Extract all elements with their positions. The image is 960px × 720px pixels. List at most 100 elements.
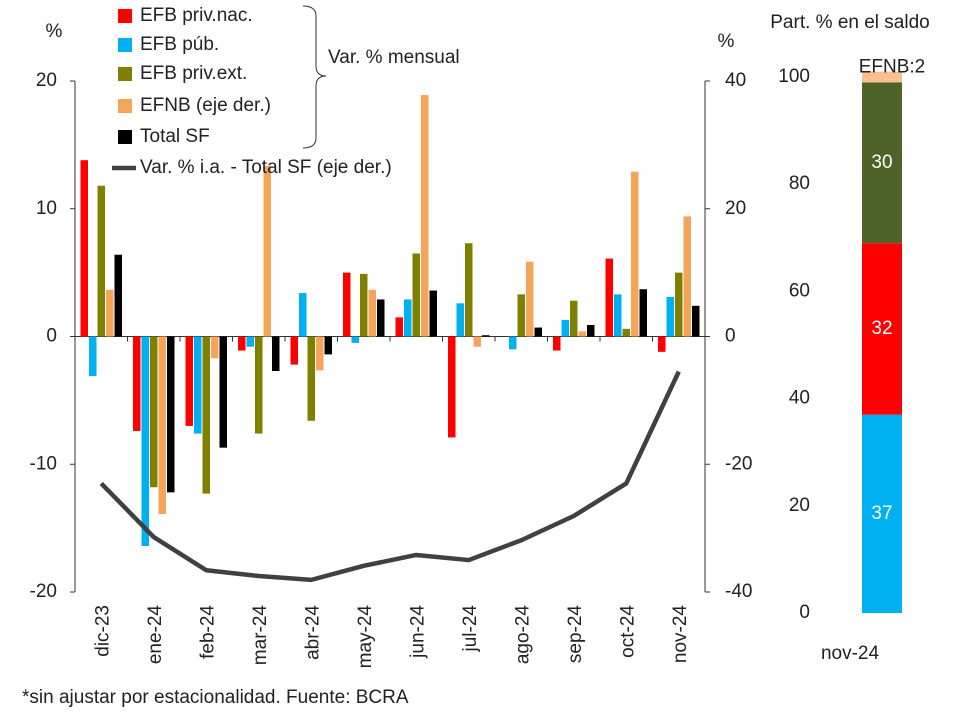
x-tick-label: may-24 bbox=[355, 605, 376, 669]
value-label: 37 bbox=[871, 503, 892, 524]
bar bbox=[263, 165, 271, 337]
x-tick-label: nov-24 bbox=[670, 605, 691, 664]
bar bbox=[106, 289, 114, 337]
bar bbox=[404, 299, 412, 337]
y-tick-label: -10 bbox=[30, 453, 57, 474]
value-label: 30 bbox=[871, 152, 892, 173]
x-tick-label: abr-24 bbox=[302, 605, 323, 660]
y2-tick-label: 0 bbox=[725, 326, 736, 347]
footnote: *sin ajustar por estacionalidad. Fuente:… bbox=[22, 687, 409, 708]
legend-marker bbox=[118, 99, 132, 113]
bar bbox=[465, 243, 473, 337]
y2-tick-label: -20 bbox=[725, 453, 752, 474]
bar bbox=[246, 336, 254, 347]
bar bbox=[517, 294, 525, 337]
bar bbox=[360, 273, 368, 337]
bar bbox=[272, 336, 280, 371]
bar bbox=[473, 336, 481, 347]
legend-label: Var. % i.a. - Total SF (eje der.) bbox=[140, 157, 392, 178]
legend-marker bbox=[118, 9, 132, 23]
x-tick-label: ago-24 bbox=[512, 605, 533, 665]
line bbox=[99, 370, 681, 583]
bar-segment bbox=[862, 82, 902, 244]
bar bbox=[219, 336, 227, 448]
y-tick-label: -20 bbox=[30, 581, 57, 602]
bar bbox=[639, 289, 647, 337]
legend-marker bbox=[118, 130, 132, 144]
bar bbox=[114, 254, 122, 337]
bar bbox=[570, 300, 578, 337]
bar bbox=[526, 261, 534, 337]
bar bbox=[238, 336, 246, 351]
bar bbox=[290, 336, 298, 365]
bar bbox=[509, 336, 517, 350]
legend-label: EFB priv.ext. bbox=[140, 63, 247, 84]
bar bbox=[448, 336, 456, 438]
bar bbox=[343, 272, 351, 337]
legend-marker bbox=[118, 67, 132, 81]
bar bbox=[185, 336, 193, 426]
legend-label: EFB priv.nac. bbox=[140, 5, 253, 26]
x-tick-label: nov-24 bbox=[821, 643, 880, 664]
value-label: EFNB:2 bbox=[859, 57, 926, 78]
bar bbox=[316, 336, 324, 371]
bar bbox=[150, 336, 158, 488]
bar bbox=[255, 336, 263, 434]
value-label: 32 bbox=[871, 318, 892, 339]
bar bbox=[351, 336, 359, 343]
bar bbox=[587, 325, 595, 337]
bar bbox=[167, 336, 175, 493]
y-tick-label: 0 bbox=[799, 602, 810, 623]
bar bbox=[421, 95, 429, 337]
bar-segment bbox=[862, 243, 902, 415]
bar bbox=[211, 336, 219, 359]
bar bbox=[456, 303, 464, 337]
x-tick-label: jun-24 bbox=[407, 605, 428, 659]
legend-label: EFB púb. bbox=[140, 34, 219, 55]
y2-tick-label: 20 bbox=[725, 198, 746, 219]
bar bbox=[692, 305, 700, 337]
y-tick-label: 10 bbox=[36, 198, 57, 219]
bar bbox=[377, 299, 385, 337]
bar bbox=[683, 216, 691, 337]
x-tick-label: oct-24 bbox=[617, 605, 638, 658]
y-tick-label: 60 bbox=[789, 280, 810, 301]
bar bbox=[429, 290, 437, 337]
y-tick-label: 20 bbox=[789, 495, 810, 516]
y2-tick-label: 40 bbox=[725, 70, 746, 91]
bar bbox=[299, 293, 307, 337]
bar bbox=[89, 336, 97, 377]
bar bbox=[614, 294, 622, 337]
legend-label: EFNB (eje der.) bbox=[140, 95, 271, 116]
annotation: Var. % mensual bbox=[328, 47, 460, 68]
bar bbox=[622, 328, 630, 337]
y-unit: % bbox=[46, 21, 63, 42]
bar bbox=[631, 171, 639, 337]
bar bbox=[158, 336, 166, 515]
y-tick-label: 100 bbox=[778, 66, 810, 87]
y-tick-label: 0 bbox=[46, 326, 57, 347]
bar bbox=[368, 289, 376, 337]
x-tick-label: dic-23 bbox=[92, 605, 113, 657]
panel-title-box: Part. % en el saldo bbox=[770, 12, 929, 33]
y2-unit: % bbox=[718, 31, 735, 52]
bar bbox=[578, 331, 586, 337]
bar bbox=[80, 160, 88, 337]
y-tick-label: 80 bbox=[789, 173, 810, 194]
bar-segment bbox=[862, 71, 902, 83]
bar bbox=[666, 296, 674, 337]
bar bbox=[675, 272, 683, 337]
y-tick-label: 20 bbox=[36, 70, 57, 91]
bar bbox=[561, 319, 569, 337]
bar bbox=[412, 253, 420, 337]
bar bbox=[141, 336, 149, 547]
bar bbox=[605, 258, 613, 337]
x-tick-label: sep-24 bbox=[565, 605, 586, 664]
legend-brace bbox=[302, 5, 327, 149]
legend-label: Total SF bbox=[140, 126, 210, 147]
bar bbox=[133, 336, 141, 432]
x-tick-label: feb-24 bbox=[197, 605, 218, 659]
y-tick-label: 40 bbox=[789, 388, 810, 409]
bar bbox=[194, 336, 202, 434]
